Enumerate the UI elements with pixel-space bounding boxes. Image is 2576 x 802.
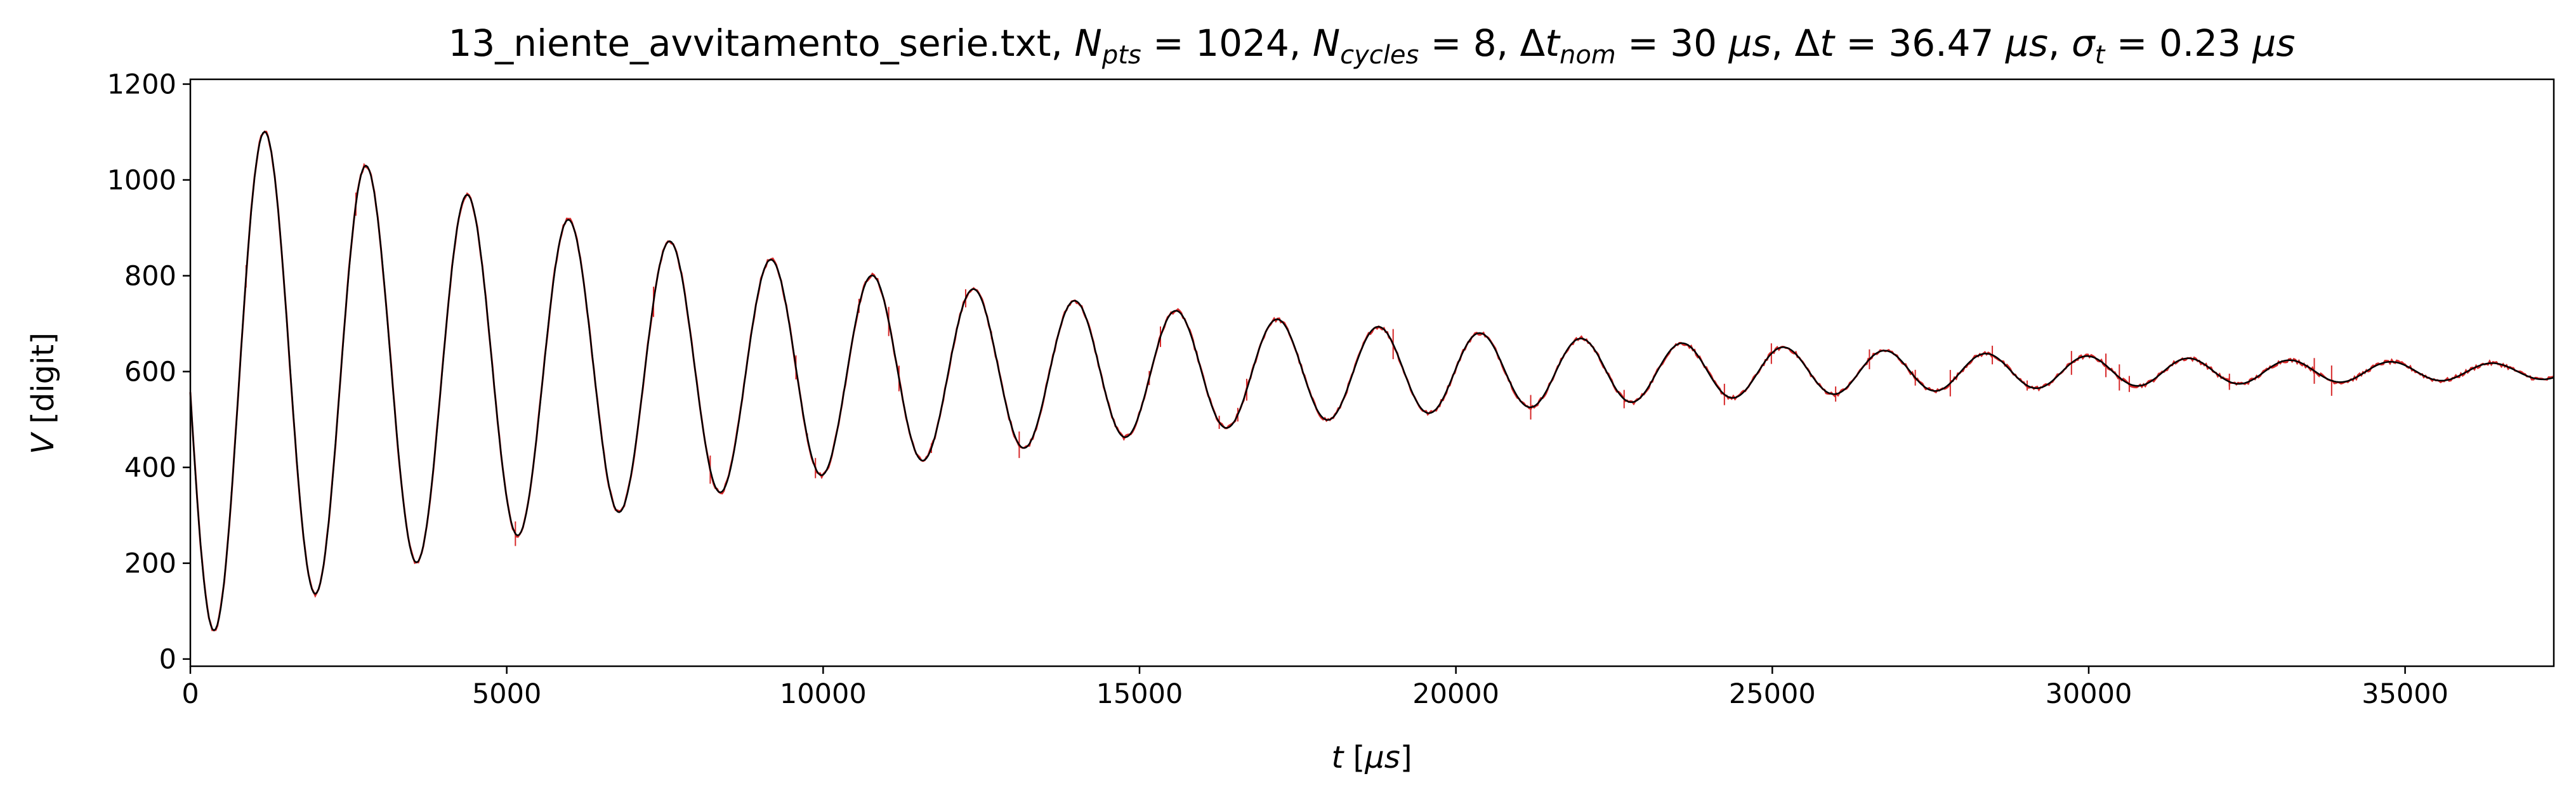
title-separator: , xyxy=(2048,22,2072,65)
x-axis-label-unit: μs xyxy=(1364,740,1400,775)
title-sigma-value: = 0.23 xyxy=(2105,22,2252,65)
title-npts-symbol: N xyxy=(1074,22,1101,65)
title-dtnom-delta: Δ xyxy=(1520,22,1546,65)
y-tick-label: 0 xyxy=(159,644,176,676)
x-tick-label: 20000 xyxy=(1412,678,1499,710)
title-ncycles-symbol: N xyxy=(1313,22,1340,65)
title-dtnom-subscript: nom xyxy=(1560,41,1616,70)
chart-title: 13_niente_avvitamento_serie.txt, Npts = … xyxy=(448,22,2295,70)
x-axis-label-open: [ xyxy=(1343,740,1365,775)
chart-title-text: 13_niente_avvitamento_serie.txt, Npts = … xyxy=(448,22,2295,70)
title-separator: , xyxy=(1497,22,1520,65)
y-tick-label: 400 xyxy=(124,452,176,484)
y-tick-label: 1000 xyxy=(107,165,176,197)
y-axis-label-symbol: V xyxy=(25,431,61,454)
y-tick-label: 1200 xyxy=(107,69,176,101)
plot-area xyxy=(189,78,2555,667)
title-npts-value: = 1024 xyxy=(1141,22,1289,65)
x-tick-label: 35000 xyxy=(2362,678,2448,710)
title-dt-unit: μs xyxy=(2005,22,2048,65)
title-dtnom-symbol: t xyxy=(1545,22,1561,65)
y-axis: 0 200 400 600 800 1000 1200 xyxy=(107,69,190,676)
x-axis-label: t [μs] xyxy=(1331,740,1412,775)
x-axis-label-close: ] xyxy=(1400,740,1412,775)
title-sigma-subscript: t xyxy=(2095,41,2106,70)
title-ncycles-value: = 8 xyxy=(1419,22,1496,65)
y-axis-label-rest: [digit] xyxy=(25,332,61,433)
x-tick-label: 15000 xyxy=(1096,678,1183,710)
title-separator: , xyxy=(1289,22,1313,65)
x-tick-label: 0 xyxy=(181,678,199,710)
x-tick-label: 30000 xyxy=(2046,678,2132,710)
title-separator: , xyxy=(1771,22,1795,65)
title-dtnom-value: = 30 xyxy=(1616,22,1729,65)
y-tick-label: 600 xyxy=(124,357,176,388)
axes-frame xyxy=(189,78,2555,667)
y-tick-label: 200 xyxy=(124,548,176,580)
x-tick-label: 5000 xyxy=(472,678,541,710)
title-dt-symbol: t xyxy=(1820,22,1836,65)
title-dt-value: = 36.47 xyxy=(1834,22,2006,65)
series-fit-line xyxy=(189,131,2554,632)
title-file: 13_niente_avvitamento_serie.txt xyxy=(448,22,1051,65)
title-npts-subscript: pts xyxy=(1101,41,1141,70)
x-axis-label-symbol: t xyxy=(1331,740,1344,775)
x-tick-label: 10000 xyxy=(780,678,867,710)
title-sigma-symbol: σ xyxy=(2072,22,2096,65)
y-tick-label: 800 xyxy=(124,261,176,293)
title-ncycles-subscript: cycles xyxy=(1340,41,1419,70)
x-axis: 0 5000 10000 15000 20000 25000 30000 35000 xyxy=(181,666,2448,710)
title-separator: , xyxy=(1051,22,1075,65)
x-tick-label: 25000 xyxy=(1729,678,1816,710)
series-layer xyxy=(189,130,2554,632)
title-sigma-unit: μs xyxy=(2252,22,2295,65)
series-measured-line xyxy=(189,130,2554,631)
title-dt-delta: Δ xyxy=(1795,22,1820,65)
title-dtnom-unit: μs xyxy=(1728,22,1771,65)
y-axis-label: V [digit] xyxy=(25,332,61,454)
